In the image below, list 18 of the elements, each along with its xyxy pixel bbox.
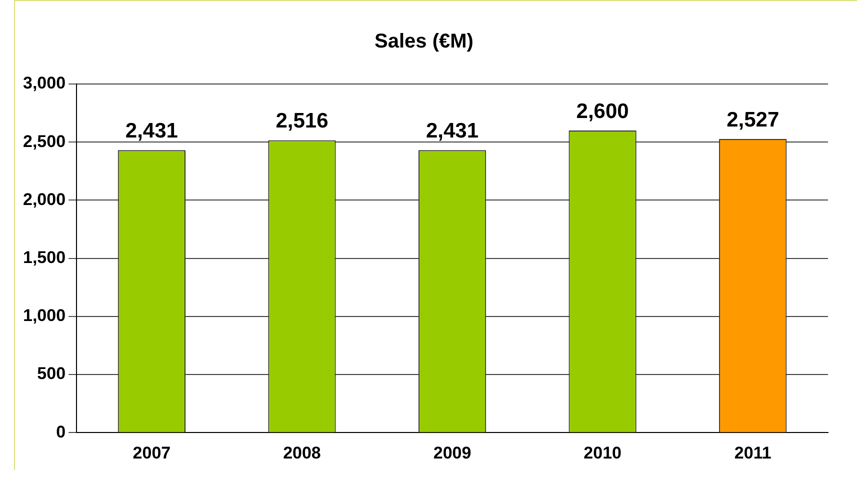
y-tick-label: 2,000	[22, 190, 66, 209]
x-tick-label: 2009	[433, 443, 472, 462]
y-tick-label: 500	[37, 364, 66, 384]
y-tick-label: 0	[56, 422, 66, 442]
data-label: 2,431	[125, 119, 178, 142]
data-label: 2,527	[726, 108, 780, 132]
data-label: 2,431	[426, 119, 479, 142]
y-tick-label: 3,000	[22, 74, 66, 93]
x-tick-label: 2010	[584, 443, 622, 462]
y-tick-label: 2,500	[22, 132, 66, 151]
x-tick-label: 2007	[132, 443, 171, 462]
chart-title: Sales (€M)	[374, 30, 474, 53]
x-tick-label: 2011	[734, 443, 772, 462]
y-tick-label: 1,000	[22, 306, 66, 326]
data-label: 2,600	[576, 100, 629, 123]
x-tick-label: 2008	[283, 443, 321, 462]
data-label: 2,516	[276, 110, 328, 133]
y-tick-label: 1,500	[22, 248, 66, 267]
